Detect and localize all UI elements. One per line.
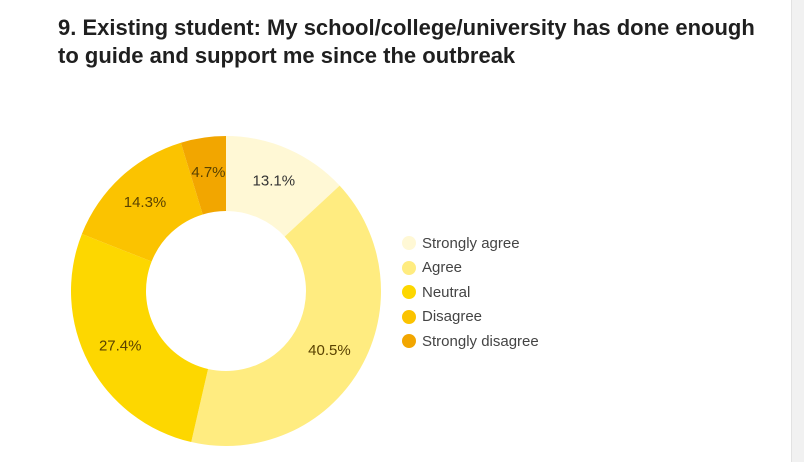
donut-slice-strongly-disagree[interactable] bbox=[180, 136, 226, 215]
legend-item-agree[interactable]: Agree bbox=[402, 256, 539, 281]
legend-swatch bbox=[402, 285, 416, 300]
slice-label-strongly-agree: 13.1% bbox=[253, 172, 296, 189]
donut-slice-disagree[interactable] bbox=[81, 142, 203, 262]
legend-swatch bbox=[402, 334, 416, 349]
slice-label-strongly-disagree: 4.7% bbox=[191, 164, 225, 181]
slice-label-disagree: 14.3% bbox=[124, 194, 167, 211]
legend-label: Strongly disagree bbox=[422, 332, 539, 350]
legend-label: Strongly agree bbox=[422, 234, 520, 252]
legend-swatch bbox=[402, 309, 416, 324]
donut-slice-labels: 13.1% 40.5% 27.4% 14.3% 4.7% bbox=[99, 164, 351, 359]
legend-swatch bbox=[402, 236, 416, 251]
donut-slices bbox=[71, 136, 381, 446]
legend-label: Neutral bbox=[422, 283, 471, 301]
donut-slice-strongly-agree[interactable] bbox=[226, 136, 340, 237]
donut-slice-agree[interactable] bbox=[191, 185, 381, 446]
slice-label-neutral: 27.4% bbox=[99, 338, 142, 355]
legend-item-strongly-agree[interactable]: Strongly agree bbox=[402, 231, 539, 256]
legend-swatch bbox=[402, 260, 416, 275]
legend-label: Agree bbox=[422, 259, 463, 277]
right-edge-strip bbox=[791, 0, 804, 462]
donut-slice-neutral[interactable] bbox=[71, 233, 209, 443]
chart-title: 9. Existing student: My school/college/u… bbox=[58, 15, 755, 68]
legend-item-neutral[interactable]: Neutral bbox=[402, 280, 539, 305]
chart-legend: Strongly agree Agree Neutral Disagree St… bbox=[402, 231, 539, 354]
slice-label-agree: 40.5% bbox=[308, 342, 351, 359]
legend-label: Disagree bbox=[422, 308, 483, 326]
legend-item-disagree[interactable]: Disagree bbox=[402, 305, 539, 330]
legend-item-strongly-disagree[interactable]: Strongly disagree bbox=[402, 329, 539, 354]
